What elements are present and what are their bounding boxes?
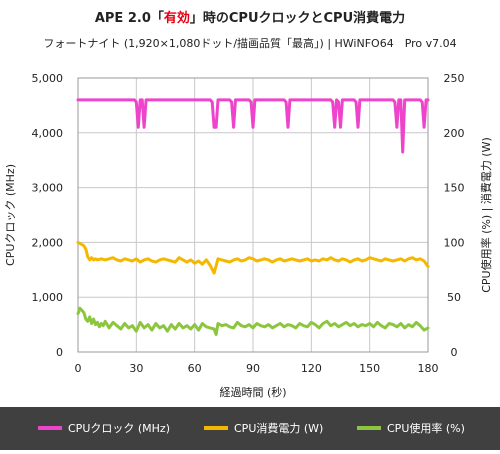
series-group <box>76 98 430 336</box>
y-tick-label-left: 1,000 <box>32 291 64 304</box>
x-tick-label: 90 <box>246 362 260 375</box>
y-axis-label-left: CPUクロック (MHz) <box>4 164 17 266</box>
y-tick-label-right: 0 <box>451 346 458 359</box>
y-tick-label-left: 5,000 <box>32 72 64 85</box>
y-tick-label-right: 150 <box>444 182 465 195</box>
plot-area-border <box>77 77 429 353</box>
tick-labels: 0 30 60 90 120 150 180 0 1,000 2,000 3,000 4,000 5,0… <box>32 72 465 375</box>
chart-title: APE 2.0「有効」時のCPUクロックとCPU消費電力 <box>95 10 405 26</box>
chart-title-prefix: APE 2.0「 <box>95 10 164 26</box>
series-line-clock <box>76 98 430 154</box>
series-line-power <box>76 240 430 275</box>
x-tick-label: 0 <box>75 362 82 375</box>
chart-title-highlight: 有効 <box>164 10 190 26</box>
chart-subtitle: フォートナイト (1,920×1,080ドット/描画品質「最高」) | HWiN… <box>43 36 456 50</box>
legend-label-usage: CPU使用率 (%) <box>387 421 465 435</box>
y-tick-label-right: 200 <box>444 127 465 140</box>
y-tick-label-left: 2,000 <box>32 236 64 249</box>
x-tick-label: 60 <box>188 362 202 375</box>
x-tick-label: 180 <box>418 362 439 375</box>
y-tick-label-right: 100 <box>444 236 465 249</box>
x-tick-label: 120 <box>301 362 322 375</box>
legend: CPUクロック (MHz) CPU消費電力 (W) CPU使用率 (%) <box>0 407 500 450</box>
y-tick-label-right: 250 <box>444 72 465 85</box>
series-line-usage <box>76 306 430 336</box>
legend-label-power: CPU消費電力 (W) <box>234 421 323 435</box>
y-tick-label-right: 50 <box>447 291 461 304</box>
y-tick-label-left: 3,000 <box>32 182 64 195</box>
x-tick-label: 30 <box>129 362 143 375</box>
chart-title-suffix: 」時のCPUクロックとCPU消費電力 <box>190 10 405 26</box>
legend-svg: CPUクロック (MHz) CPU消費電力 (W) CPU使用率 (%) <box>38 421 465 435</box>
x-tick-label: 150 <box>359 362 380 375</box>
legend-label-clock: CPUクロック (MHz) <box>68 422 170 435</box>
y-axis-label-right: CPU使用率 (%) | 消費電力 (W) <box>479 137 493 293</box>
y-tick-label-left: 4,000 <box>32 127 64 140</box>
y-tick-label-left: 0 <box>56 346 63 359</box>
x-axis-label: 経過時間 (秒) <box>219 385 286 399</box>
